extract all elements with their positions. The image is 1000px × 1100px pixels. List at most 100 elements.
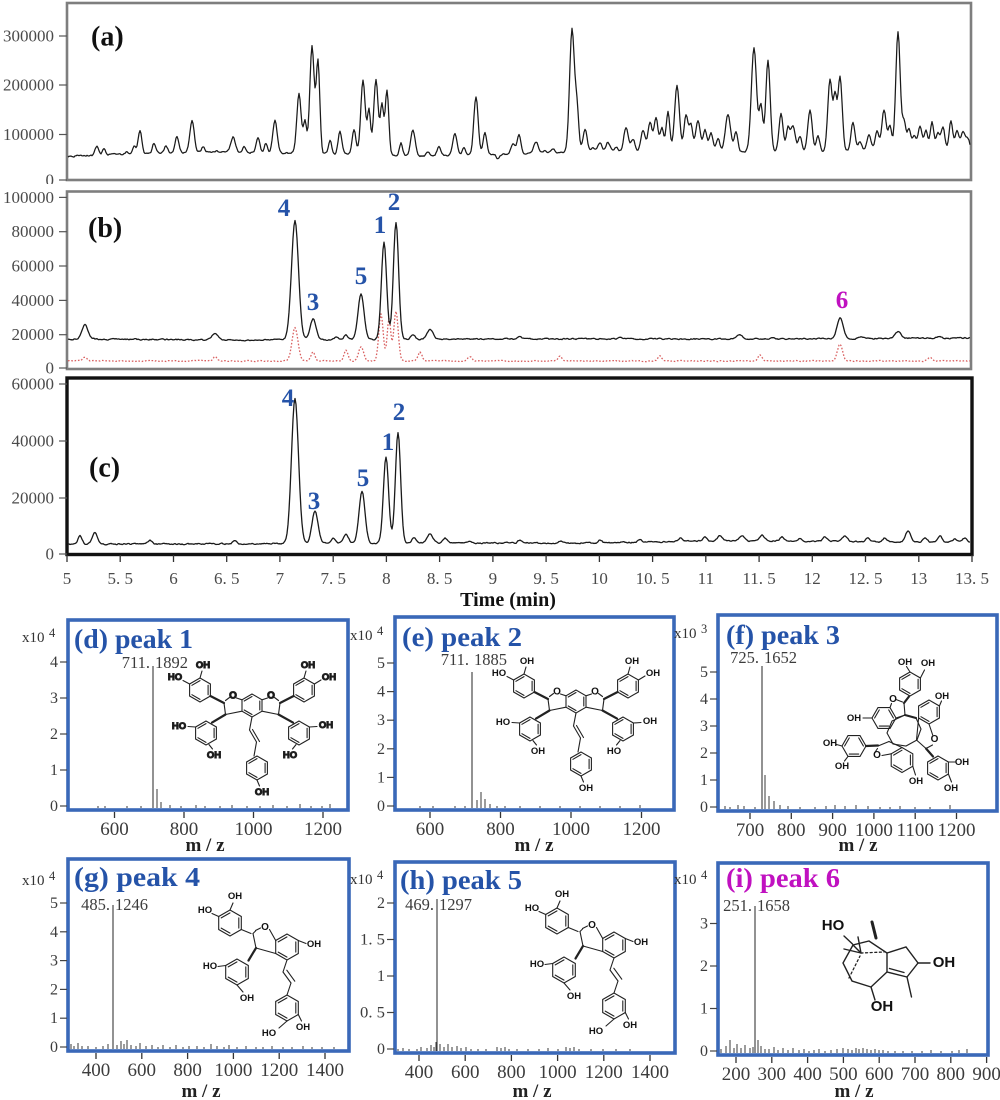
svg-text:5: 5 (357, 465, 370, 492)
svg-text:800: 800 (497, 1062, 526, 1083)
svg-text:Time (min): Time (min) (460, 589, 556, 611)
svg-text:9: 9 (489, 569, 498, 588)
svg-text:0: 0 (700, 1043, 708, 1060)
svg-text:OH: OH (240, 993, 254, 1004)
svg-text:3: 3 (50, 953, 58, 970)
svg-text:700: 700 (736, 820, 765, 841)
svg-text:2: 2 (377, 741, 385, 758)
svg-text:600: 600 (416, 819, 445, 840)
svg-text:13. 5: 13. 5 (955, 569, 989, 588)
svg-text:m / z: m / z (838, 835, 878, 856)
svg-text:1100: 1100 (897, 820, 934, 841)
svg-text:80000: 80000 (12, 222, 55, 241)
svg-text:800: 800 (173, 1060, 202, 1081)
svg-text:10. 5: 10. 5 (636, 569, 670, 588)
svg-text:5. 5: 5. 5 (107, 569, 133, 588)
svg-text:OH: OH (307, 939, 321, 950)
svg-text:1297: 1297 (439, 895, 472, 914)
svg-text:x10: x10 (350, 628, 373, 644)
svg-text:2: 2 (700, 958, 708, 975)
svg-text:4: 4 (700, 691, 708, 708)
svg-text:m / z: m / z (834, 1081, 874, 1100)
svg-text:1. 5: 1. 5 (360, 932, 385, 949)
svg-text:485.: 485. (81, 895, 110, 914)
svg-text:400: 400 (405, 1062, 434, 1083)
svg-text:700: 700 (901, 1064, 930, 1085)
svg-text:0: 0 (46, 545, 55, 564)
svg-text:60000: 60000 (12, 375, 55, 394)
svg-text:0: 0 (700, 799, 708, 816)
svg-text:OH: OH (921, 658, 935, 669)
svg-text:600: 600 (128, 1060, 157, 1081)
svg-text:OH: OH (228, 891, 242, 902)
svg-text:OH: OH (898, 657, 912, 668)
svg-text:x10: x10 (22, 873, 45, 889)
svg-text:100000: 100000 (3, 125, 54, 144)
svg-text:OH: OH (871, 998, 894, 1015)
svg-text:1000: 1000 (539, 1062, 577, 1083)
svg-text:1: 1 (50, 762, 58, 779)
svg-text:O: O (267, 691, 275, 702)
svg-text:1: 1 (50, 1010, 58, 1027)
svg-text:OH: OH (319, 720, 333, 731)
svg-text:m / z: m / z (514, 835, 554, 856)
svg-text:HO: HO (203, 961, 217, 972)
svg-text:OH: OH (835, 761, 849, 772)
svg-text:m / z: m / z (185, 835, 225, 856)
svg-text:300: 300 (758, 1064, 787, 1085)
svg-text:HO: HO (283, 750, 297, 761)
svg-text:O: O (229, 691, 237, 702)
svg-text:1: 1 (374, 212, 387, 239)
svg-text:4: 4 (50, 654, 58, 671)
svg-text:13: 13 (910, 569, 927, 588)
svg-text:4: 4 (377, 868, 384, 882)
svg-text:2: 2 (388, 189, 401, 216)
svg-text:10: 10 (591, 569, 608, 588)
svg-text:12. 5: 12. 5 (849, 569, 883, 588)
svg-text:0: 0 (377, 798, 385, 815)
svg-text:40000: 40000 (12, 291, 55, 310)
svg-text:5: 5 (700, 664, 708, 681)
svg-text:OH: OH (935, 691, 949, 702)
svg-text:40000: 40000 (12, 432, 55, 451)
svg-text:x10: x10 (674, 626, 697, 642)
svg-text:0: 0 (46, 359, 55, 378)
svg-text:x10: x10 (22, 630, 45, 646)
svg-text:3: 3 (377, 712, 385, 729)
svg-text:0: 0 (46, 171, 55, 190)
svg-text:(f) peak 3: (f) peak 3 (726, 620, 840, 650)
svg-text:600: 600 (100, 819, 129, 840)
svg-text:OH: OH (909, 776, 923, 787)
svg-text:1: 1 (377, 968, 385, 985)
svg-text:O: O (873, 750, 881, 761)
svg-text:8: 8 (382, 569, 391, 588)
svg-text:2: 2 (393, 399, 406, 426)
svg-text:2: 2 (700, 745, 708, 762)
svg-text:OH: OH (301, 660, 315, 671)
svg-text:300000: 300000 (3, 27, 54, 46)
svg-text:60000: 60000 (12, 257, 55, 276)
svg-text:3: 3 (50, 690, 58, 707)
svg-text:1000: 1000 (235, 819, 273, 840)
svg-text:3: 3 (701, 622, 707, 636)
svg-text:251.: 251. (723, 896, 752, 915)
svg-text:711.: 711. (441, 650, 469, 669)
svg-text:4: 4 (278, 195, 291, 222)
svg-text:711.: 711. (122, 653, 150, 672)
svg-text:5: 5 (355, 263, 368, 290)
svg-text:800: 800 (486, 819, 515, 840)
svg-text:20000: 20000 (12, 325, 55, 344)
svg-text:400: 400 (793, 1064, 822, 1085)
svg-text:OH: OH (823, 738, 837, 749)
svg-text:OH: OH (955, 757, 969, 768)
svg-text:5: 5 (63, 569, 72, 588)
svg-text:8. 5: 8. 5 (427, 569, 453, 588)
svg-text:20000: 20000 (12, 489, 55, 508)
svg-text:11. 5: 11. 5 (742, 569, 775, 588)
svg-text:469.: 469. (405, 895, 434, 914)
svg-text:(g) peak 4: (g) peak 4 (74, 862, 200, 892)
svg-text:4: 4 (49, 626, 56, 640)
svg-text:HO: HO (172, 721, 186, 732)
svg-text:OH: OH (296, 1022, 310, 1033)
svg-text:O: O (931, 734, 939, 745)
